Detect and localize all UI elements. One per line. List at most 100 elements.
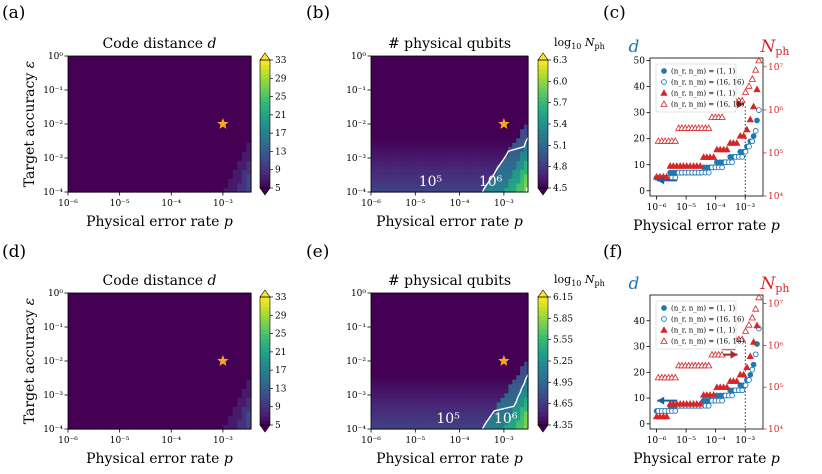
heat-cell — [449, 87, 455, 93]
heat-cell — [200, 347, 206, 353]
heat-cell — [109, 92, 115, 98]
heat-cell — [406, 114, 411, 121]
heat-cell — [476, 351, 482, 358]
heat-cell — [476, 415, 482, 421]
heat-cell — [429, 338, 435, 344]
heat-cell — [214, 333, 220, 339]
heat-cell — [173, 65, 179, 71]
heat-cell — [461, 315, 466, 321]
heat-cell — [382, 178, 388, 184]
heat-cell — [492, 365, 498, 371]
heat-cell — [390, 173, 396, 179]
heat-cell — [150, 351, 156, 358]
heat-cell — [205, 146, 211, 152]
heat-cell — [186, 351, 193, 358]
heat-cell — [77, 365, 83, 371]
heat-cell — [422, 119, 427, 125]
heat-cell — [145, 182, 151, 189]
heat-cell — [118, 324, 124, 330]
heat-cell — [425, 379, 431, 385]
heat-cell — [390, 155, 396, 161]
heat-cell — [469, 338, 474, 344]
heat-cell — [520, 133, 525, 139]
heat-cell — [164, 401, 170, 407]
heat-cell — [429, 397, 435, 403]
heat-cell — [378, 169, 384, 175]
heat-cell — [492, 406, 498, 412]
heat-cell — [196, 155, 202, 161]
heat-cell — [504, 178, 509, 184]
heat-cell — [218, 424, 225, 430]
heat-cell — [232, 302, 238, 308]
heat-cell — [86, 370, 92, 376]
heat-cell — [81, 365, 87, 371]
heat-cell — [127, 370, 133, 376]
heat-cell — [132, 128, 138, 134]
heat-cell — [445, 164, 451, 170]
heat-cell — [433, 69, 439, 75]
heat-cell — [159, 60, 165, 66]
heat-cell — [141, 128, 147, 134]
heat-cell — [378, 370, 384, 376]
heat-cell — [457, 424, 462, 430]
heat-cell — [186, 119, 193, 125]
heat-cell — [223, 379, 229, 385]
heat-cell — [422, 114, 427, 121]
heat-cell — [422, 178, 427, 184]
heat-cell — [136, 293, 142, 299]
heat-cell — [68, 65, 74, 71]
heat-cell — [414, 155, 419, 161]
heat-cell — [109, 324, 115, 330]
heat-cell — [371, 83, 376, 89]
heat-cell — [95, 401, 101, 407]
data-point — [753, 85, 761, 93]
heat-cell — [394, 383, 400, 389]
heat-cell — [104, 406, 110, 412]
heat-cell — [68, 401, 74, 407]
heat-cell — [433, 160, 439, 166]
heat-cell — [524, 155, 529, 161]
heat-cell — [237, 324, 243, 330]
heat-cell — [68, 160, 74, 166]
heat-cell — [425, 406, 431, 412]
heat-cell — [449, 361, 455, 367]
heat-cell — [182, 187, 188, 193]
heat-cell — [90, 392, 97, 398]
heat-cell — [122, 69, 129, 75]
heat-cell — [182, 155, 188, 161]
heat-cell — [476, 92, 482, 98]
heat-cell — [104, 110, 110, 116]
heat-cell — [186, 315, 193, 321]
heat-cell — [386, 105, 392, 111]
heat-cell — [118, 78, 124, 84]
heat-cell — [418, 293, 423, 299]
heat-cell — [90, 338, 97, 344]
heat-cell — [406, 105, 411, 111]
heat-cell — [218, 338, 225, 344]
heat-cell — [100, 110, 106, 116]
heat-cell — [425, 128, 431, 134]
heat-cell — [164, 137, 170, 143]
heat-cell — [390, 383, 396, 389]
heat-cell — [410, 78, 415, 84]
heat-cell — [406, 146, 411, 152]
heat-cell — [512, 133, 517, 139]
heat-cell — [145, 302, 151, 308]
heat-cell — [457, 119, 462, 125]
heat-cell — [449, 124, 455, 130]
heat-cell — [382, 365, 388, 371]
heat-cell — [200, 169, 206, 175]
colorbar-band — [260, 146, 270, 152]
heat-cell — [445, 92, 451, 98]
heat-cell — [390, 56, 396, 62]
heat-cell — [410, 338, 415, 344]
heat-cell — [453, 388, 458, 394]
heat-cell — [433, 333, 439, 339]
heat-cell — [209, 155, 215, 161]
heat-cell — [150, 347, 156, 353]
heat-cell — [127, 164, 133, 170]
heat-cell — [437, 151, 443, 157]
heat-cell — [433, 356, 439, 362]
heat-cell — [406, 128, 411, 134]
heat-cell — [205, 78, 211, 84]
